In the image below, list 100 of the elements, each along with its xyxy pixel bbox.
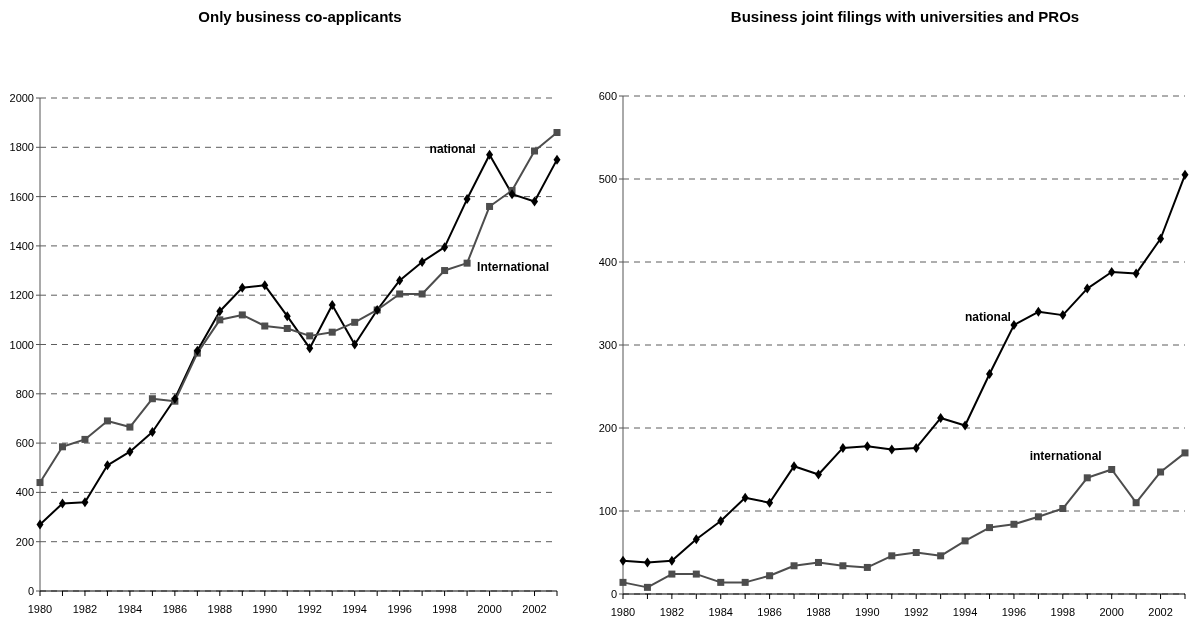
x-tick-label: 1992 [903, 606, 929, 618]
point [1181, 169, 1189, 180]
point [814, 469, 822, 480]
point [692, 570, 700, 578]
point [961, 537, 969, 545]
point [148, 395, 156, 403]
x-tick-label: 1984 [117, 603, 143, 615]
y-tick-label: 2000 [9, 92, 34, 104]
y-tick-label: 1800 [9, 141, 34, 154]
point [1132, 499, 1140, 507]
point [1083, 474, 1091, 482]
chart-title: Only business co-applicants [198, 8, 402, 25]
point [36, 519, 44, 530]
y-tick-label: 400 [15, 486, 34, 499]
point [1059, 505, 1067, 513]
point [193, 345, 201, 356]
point [717, 515, 725, 526]
point [692, 534, 700, 545]
point [418, 290, 426, 298]
point [937, 413, 945, 424]
point [81, 497, 89, 508]
point [126, 423, 134, 431]
point [238, 311, 246, 319]
point [351, 339, 359, 350]
point [1034, 306, 1042, 317]
point [1157, 233, 1165, 244]
point [126, 446, 134, 457]
x-tick-label: 1984 [708, 606, 733, 618]
point [36, 479, 44, 487]
point [863, 563, 871, 571]
point [668, 570, 676, 578]
y-tick-label: 100 [598, 505, 617, 517]
point [216, 316, 224, 324]
point [912, 442, 920, 453]
point [839, 442, 847, 453]
point [238, 282, 246, 293]
point [463, 259, 471, 267]
x-tick-label: 1990 [252, 603, 278, 615]
point [58, 443, 66, 451]
x-tick-label: 1994 [952, 606, 978, 618]
point [58, 498, 66, 509]
point [741, 578, 749, 586]
point [961, 420, 969, 431]
x-tick-label: 2002 [1148, 606, 1173, 618]
point [1108, 466, 1116, 473]
y-tick-label: 500 [598, 173, 617, 185]
point [986, 524, 994, 532]
point [396, 275, 404, 286]
point [148, 427, 156, 438]
point [1059, 310, 1067, 321]
point [1010, 320, 1018, 331]
x-tick-label: 1980 [27, 603, 53, 615]
series-label: national [429, 141, 476, 156]
x-tick-label: 1996 [387, 603, 412, 615]
x-tick-label: 1980 [610, 606, 636, 618]
point [261, 280, 269, 291]
y-tick-label: 300 [598, 339, 617, 351]
point [396, 290, 404, 298]
point [643, 583, 651, 591]
point [619, 555, 627, 566]
point [486, 202, 494, 210]
x-tick-label: 1986 [162, 603, 188, 615]
point [766, 497, 774, 508]
x-tick-label: 2000 [477, 603, 502, 615]
point [486, 149, 494, 160]
point [553, 129, 561, 137]
point [103, 460, 111, 471]
point [463, 194, 471, 205]
y-tick-label: 600 [15, 437, 34, 450]
series-label: International [477, 260, 550, 275]
y-tick-label: 200 [15, 535, 34, 548]
x-tick-label: 1998 [1050, 606, 1076, 618]
x-tick-label: 1992 [297, 603, 322, 615]
point [790, 562, 798, 570]
series-label: national [964, 310, 1011, 325]
point [937, 552, 945, 560]
point [1083, 283, 1091, 294]
point [986, 369, 994, 380]
point [216, 306, 224, 317]
point [553, 154, 561, 165]
point [171, 393, 179, 404]
x-tick-label: 2002 [522, 603, 547, 615]
y-tick-label: 1200 [9, 289, 34, 302]
y-tick-label: 200 [598, 422, 617, 434]
x-tick-label: 1994 [342, 603, 367, 615]
point [1132, 268, 1140, 279]
point [668, 555, 676, 566]
point [418, 256, 426, 267]
point [1181, 449, 1189, 457]
x-tick-label: 1996 [1001, 606, 1027, 618]
y-tick-label: 1400 [9, 239, 34, 252]
point [328, 300, 336, 311]
y-tick-label: 1600 [9, 190, 34, 203]
point [508, 189, 516, 200]
point [81, 435, 89, 443]
point [351, 318, 359, 326]
point [741, 492, 749, 503]
point [531, 147, 539, 155]
point [839, 562, 847, 570]
point [306, 343, 314, 354]
